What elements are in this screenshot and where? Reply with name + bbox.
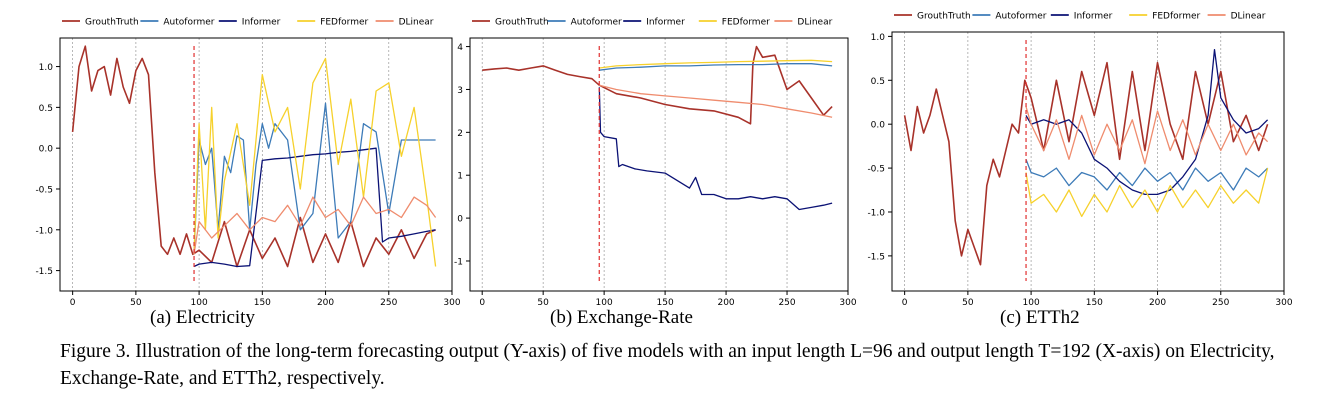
y-tick-label: -1.0: [867, 208, 885, 218]
legend-label-autoformer: Autoformer: [163, 18, 214, 28]
x-tick-label: 300: [1275, 298, 1292, 308]
panel-caption-etth2: (c) ETTh2: [1000, 307, 1080, 328]
y-tick-label: 1.0: [39, 63, 54, 73]
legend-label-informer: Informer: [646, 18, 685, 28]
y-tick-label: -1.5: [867, 252, 885, 262]
x-tick-label: 100: [1023, 298, 1040, 308]
y-tick-label: 1: [457, 172, 463, 182]
y-tick-label: 0.0: [39, 145, 54, 155]
axes-frame: [469, 37, 849, 292]
panel-etth2: 0 50 100 150 200 250 300 -1.5 -1.0 -0.5 0.0 0.5 1.0 G…: [867, 12, 1292, 309]
y-tick-label: 2: [457, 129, 463, 139]
x-tick-label: 100: [191, 298, 208, 308]
legend-label-grouthtruth: GrouthTruth: [495, 18, 549, 28]
series-line-informer: [193, 147, 436, 268]
axes-frame: [891, 31, 1285, 292]
x-tick-label: 0: [902, 298, 908, 308]
legend-label-dlinear: DLinear: [797, 18, 832, 28]
x-tick-label: 200: [317, 298, 334, 308]
legend-label-fedformer: FEDformer: [1152, 12, 1200, 22]
series-line-informer: [598, 87, 833, 211]
legend-label-informer: Informer: [242, 18, 281, 28]
y-tick-label: 0.5: [871, 77, 885, 87]
y-tick-label: -1: [454, 257, 463, 267]
series-line-autoformer: [193, 102, 436, 255]
legend-label-dlinear: DLinear: [1231, 12, 1266, 22]
x-tick-label: 250: [380, 298, 397, 308]
panel-caption-exchange: (b) Exchange-Rate: [550, 307, 693, 328]
x-tick-label: 150: [254, 298, 271, 308]
y-tick-label: 4: [457, 43, 463, 53]
x-tick-label: 0: [70, 298, 76, 308]
x-tick-label: 100: [596, 298, 613, 308]
panel-electricity: 0 50 100 150 200 250 300 -1.5 -1.0 -0.5 0.0 0.5 1.0 G…: [35, 18, 460, 309]
panel-caption-electricity: (a) Electricity: [150, 307, 255, 328]
legend-label-autoformer: Autoformer: [571, 18, 622, 28]
y-tick-label: 1.0: [871, 33, 886, 43]
x-tick-label: 200: [717, 298, 734, 308]
series-line-grouthtruth: [482, 45, 833, 125]
y-tick-label: 0.0: [871, 121, 886, 131]
x-tick-label: 300: [839, 298, 856, 308]
legend-label-grouthtruth: GrouthTruth: [917, 12, 971, 22]
x-tick-label: 50: [962, 298, 974, 308]
y-tick-label: 3: [457, 86, 463, 96]
x-tick-label: 200: [1149, 298, 1166, 308]
series-line-autoformer: [1025, 159, 1269, 191]
series-line-fedformer: [193, 57, 437, 267]
x-tick-label: 150: [1086, 298, 1103, 308]
panel-exchange: 0 50 100 150 200 250 300 -1 0 1 2 3 4 GrouthTruth Auto…: [454, 18, 857, 309]
series-line-fedformer: [599, 59, 833, 69]
legend: GrouthTruth Autoformer Informer FEDformer DL…: [894, 12, 1266, 22]
y-tick-label: -1.5: [35, 267, 53, 277]
x-tick-label: 50: [537, 298, 549, 308]
series-line-fedformer: [1025, 167, 1269, 218]
series-line-grouthtruth: [903, 61, 1269, 266]
chart-canvas: 0 50 100 150 200 250 300-1.5-1.0-0.50.00.51.0G…: [35, 12, 1292, 309]
series-line-dlinear: [599, 84, 833, 118]
series-line-dlinear: [193, 196, 437, 255]
legend-label-grouthtruth: GrouthTruth: [85, 18, 139, 28]
legend-label-autoformer: Autoformer: [995, 12, 1046, 22]
legend: GrouthTruth Autoformer Informer FEDformer DL…: [62, 18, 434, 28]
legend-label-fedformer: FEDformer: [722, 18, 770, 28]
legend-label-informer: Informer: [1074, 12, 1113, 22]
y-tick-label: -0.5: [867, 165, 885, 175]
legend-label-dlinear: DLinear: [399, 18, 434, 28]
series-line-dlinear: [1025, 106, 1269, 165]
axes-frame: [59, 37, 453, 292]
series-line-autoformer: [599, 63, 833, 71]
x-tick-label: 150: [657, 298, 674, 308]
x-tick-label: 250: [1212, 298, 1229, 308]
y-tick-label: 0: [457, 215, 463, 225]
x-tick-label: 50: [130, 298, 142, 308]
y-tick-label: 0.5: [39, 104, 53, 114]
y-tick-label: -0.5: [35, 185, 53, 195]
y-tick-label: -1.0: [35, 226, 53, 236]
legend: GrouthTruth Autoformer Informer FEDformer DL…: [472, 18, 833, 28]
x-tick-label: 300: [443, 298, 460, 308]
series-line-grouthtruth: [71, 45, 436, 268]
legend-label-fedformer: FEDformer: [320, 18, 368, 28]
x-tick-label: 250: [778, 298, 795, 308]
x-tick-label: 0: [479, 298, 485, 308]
series-line-informer: [1025, 48, 1269, 196]
figure-caption: Figure 3. Illustration of the long-term …: [60, 341, 1275, 389]
